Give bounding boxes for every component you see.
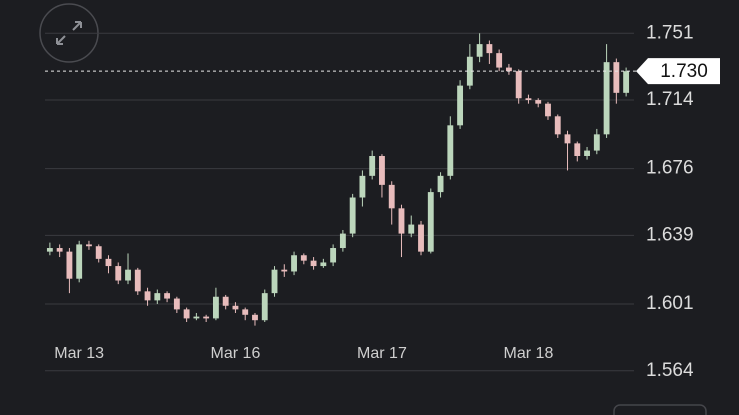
candle-body [242,309,249,315]
candle-body [603,62,610,135]
candle-body [388,184,395,209]
candle-body [271,269,278,294]
candle-body [427,192,434,252]
y-tick-label: 1.639 [646,224,694,245]
y-tick-label: 1.564 [646,360,694,381]
candle-body [398,208,405,234]
candle-body [300,255,307,261]
candle-body [623,71,630,93]
candle-body [125,269,131,281]
x-tick-label: Mar 18 [504,345,554,362]
candle-body [554,116,561,135]
candle-body [486,44,493,54]
candle-body [564,134,571,144]
candle-body [222,296,229,306]
candle-body [115,266,122,281]
candle-body [466,56,473,86]
candle-body [505,67,512,72]
candle-body [105,258,112,267]
expand-icon[interactable] [56,21,82,45]
candle-body [86,244,92,247]
candle-body [476,44,483,57]
candle-body [457,85,464,126]
candle-body [310,260,317,267]
candle-body [349,197,356,234]
candle-body [339,233,346,249]
candle-body [66,251,73,279]
candle-body [134,269,141,292]
last-price-tag [636,58,720,85]
candle-body [496,53,503,68]
candle-body [252,314,258,321]
candle-body [593,134,600,151]
candle-body [203,316,210,319]
candle-body [330,248,337,263]
candle-body [261,293,268,321]
x-tick-label: Mar 16 [211,345,261,362]
candle-body [164,293,171,299]
candle-body [144,291,151,301]
candle-body [584,150,590,156]
candle-body [56,248,63,252]
candle-body [545,103,551,117]
candle-body [212,296,219,319]
candle-body [535,100,542,104]
last-price-label: 1.730 [660,61,708,82]
candle-body [613,62,620,93]
x-tick-label: Mar 17 [357,345,407,362]
candle-body [76,244,83,279]
y-tick-label: 1.714 [646,89,694,110]
partial-button[interactable] [613,404,707,415]
candle-body [232,305,239,310]
candle-body [173,298,180,310]
candle-body [408,224,415,234]
candle-body [281,269,288,272]
candle-body [525,98,532,101]
candle-body [379,155,385,185]
candle-body [369,155,376,176]
candle-body [291,255,297,272]
candle-body [437,175,444,193]
candle-body [46,248,53,252]
candle-body [359,175,366,198]
candle-body [183,309,190,319]
candle-body [154,293,161,301]
x-tick-label: Mar 13 [54,345,104,362]
candle-body [193,316,200,319]
candle-body [320,262,327,267]
candle-body [515,71,522,99]
candle-body [447,125,454,176]
candle-body [574,143,581,156]
y-tick-label: 1.601 [646,293,694,314]
y-tick-label: 1.751 [646,22,694,43]
candle-body [95,246,102,259]
candle-body [418,224,424,252]
y-tick-label: 1.676 [646,158,694,179]
